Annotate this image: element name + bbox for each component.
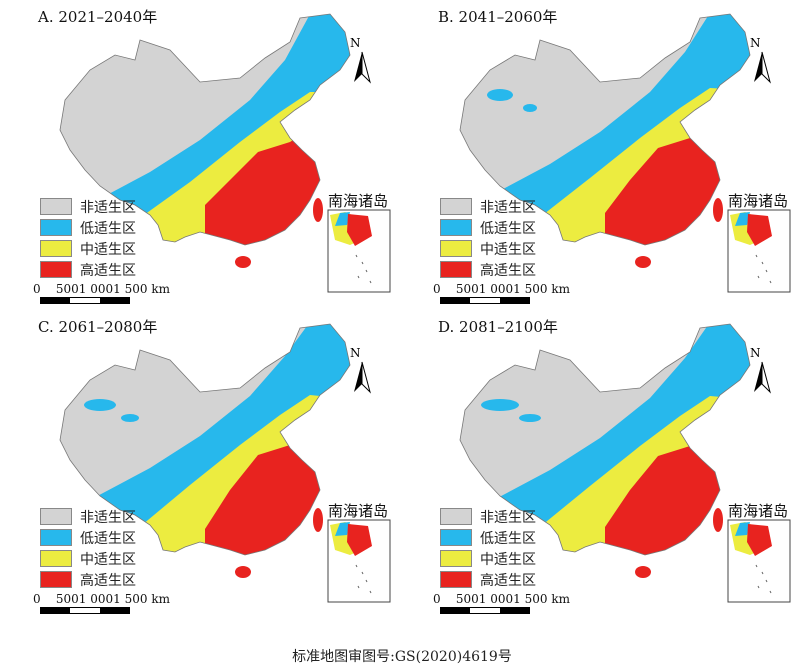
panel-title: B. 2041–2060年 xyxy=(438,8,558,26)
legend-label: 低适生区 xyxy=(480,530,536,547)
legend-item: 低适生区 xyxy=(40,217,136,238)
legend-swatch xyxy=(440,240,472,257)
legend-item: 非适生区 xyxy=(440,506,536,527)
legend-swatch xyxy=(440,550,472,567)
scale-bar xyxy=(440,297,530,304)
legend-swatch xyxy=(440,219,472,236)
legend-item: 中适生区 xyxy=(40,548,136,569)
legend-swatch xyxy=(40,240,72,257)
national-border xyxy=(59,323,351,556)
scale-label: 0 5001 0001 500 km xyxy=(433,592,570,606)
inset-label: 南海诸岛 xyxy=(328,502,389,520)
panel-title: C. 2061–2080年 xyxy=(38,318,158,336)
legend-item: 低适生区 xyxy=(440,217,536,238)
taiwan xyxy=(313,198,323,222)
scale-label: 0 5001 0001 500 km xyxy=(433,282,570,296)
legend-swatch xyxy=(40,198,72,215)
legend-swatch xyxy=(40,219,72,236)
north-label: N xyxy=(350,36,361,50)
legend-swatch xyxy=(40,508,72,525)
north-arrow-icon xyxy=(754,361,771,394)
inset-label: 南海诸岛 xyxy=(728,192,789,210)
legend-label: 中适生区 xyxy=(80,241,136,258)
map-panel: C. 2061–2080年 N 非适生区低适生区中适生区高适生区 0 5001 … xyxy=(0,310,400,620)
taiwan xyxy=(713,198,723,222)
legend-swatch xyxy=(40,529,72,546)
legend-swatch xyxy=(440,571,472,588)
hainan xyxy=(635,566,651,578)
map-panel: A. 2021–2040年 N 非适生区低适生区中适生区高适生区 0 5001 … xyxy=(0,0,400,310)
legend-item: 非适生区 xyxy=(440,196,536,217)
legend-label: 高适生区 xyxy=(480,572,536,589)
north-label: N xyxy=(750,36,761,50)
map-panel: D. 2081–2100年 N 非适生区低适生区中适生区高适生区 0 5001 … xyxy=(400,310,800,620)
legend-label: 低适生区 xyxy=(80,530,136,547)
north-label: N xyxy=(750,346,761,360)
taiwan xyxy=(313,508,323,532)
taiwan xyxy=(713,508,723,532)
legend: 非适生区低适生区中适生区高适生区 xyxy=(40,506,136,590)
legend-item: 高适生区 xyxy=(40,569,136,590)
legend-item: 低适生区 xyxy=(440,527,536,548)
legend-label: 中适生区 xyxy=(80,551,136,568)
hainan xyxy=(235,566,251,578)
legend: 非适生区低适生区中适生区高适生区 xyxy=(440,506,536,590)
legend-swatch xyxy=(440,529,472,546)
legend-label: 低适生区 xyxy=(80,220,136,237)
legend-label: 高适生区 xyxy=(80,572,136,589)
legend-label: 低适生区 xyxy=(480,220,536,237)
legend-label: 中适生区 xyxy=(480,241,536,258)
china-suitability-map xyxy=(459,13,791,293)
legend-label: 非适生区 xyxy=(480,199,536,216)
legend: 非适生区低适生区中适生区高适生区 xyxy=(40,196,136,280)
legend: 非适生区低适生区中适生区高适生区 xyxy=(440,196,536,280)
legend-item: 中适生区 xyxy=(440,238,536,259)
china-suitability-map xyxy=(59,323,391,603)
north-label: N xyxy=(350,346,361,360)
legend-label: 中适生区 xyxy=(480,551,536,568)
legend-label: 非适生区 xyxy=(80,509,136,526)
national-border xyxy=(459,13,751,246)
legend-item: 非适生区 xyxy=(40,506,136,527)
legend-item: 非适生区 xyxy=(40,196,136,217)
hainan xyxy=(635,256,651,268)
map-panel: B. 2041–2060年 N 非适生区低适生区中适生区高适生区 0 5001 … xyxy=(400,0,800,310)
north-arrow-icon xyxy=(354,51,371,84)
legend-swatch xyxy=(440,261,472,278)
panel-title: A. 2021–2040年 xyxy=(38,8,158,26)
legend-swatch xyxy=(40,550,72,567)
scale-bar xyxy=(40,297,130,304)
national-border xyxy=(59,13,351,246)
national-border xyxy=(459,323,751,556)
inset-label: 南海诸岛 xyxy=(728,502,789,520)
china-suitability-map xyxy=(59,13,391,293)
legend-label: 非适生区 xyxy=(80,199,136,216)
legend-label: 高适生区 xyxy=(80,262,136,279)
legend-item: 低适生区 xyxy=(40,527,136,548)
panel-title: D. 2081–2100年 xyxy=(438,318,558,336)
legend-item: 高适生区 xyxy=(40,259,136,280)
north-arrow-icon xyxy=(754,51,771,84)
legend-swatch xyxy=(40,261,72,278)
scale-bar xyxy=(440,607,530,614)
scale-label: 0 5001 0001 500 km xyxy=(33,282,170,296)
legend-item: 中适生区 xyxy=(40,238,136,259)
inset-label: 南海诸岛 xyxy=(328,192,389,210)
legend-item: 高适生区 xyxy=(440,259,536,280)
hainan xyxy=(235,256,251,268)
scale-label: 0 5001 0001 500 km xyxy=(33,592,170,606)
legend-swatch xyxy=(440,198,472,215)
legend-label: 非适生区 xyxy=(480,509,536,526)
legend-swatch xyxy=(40,571,72,588)
scale-bar xyxy=(40,607,130,614)
legend-item: 高适生区 xyxy=(440,569,536,590)
china-suitability-map xyxy=(459,323,791,603)
legend-item: 中适生区 xyxy=(440,548,536,569)
legend-label: 高适生区 xyxy=(480,262,536,279)
legend-swatch xyxy=(440,508,472,525)
north-arrow-icon xyxy=(354,361,371,394)
map-approval-caption: 标准地图审图号:GS(2020)4619号 xyxy=(292,649,512,665)
